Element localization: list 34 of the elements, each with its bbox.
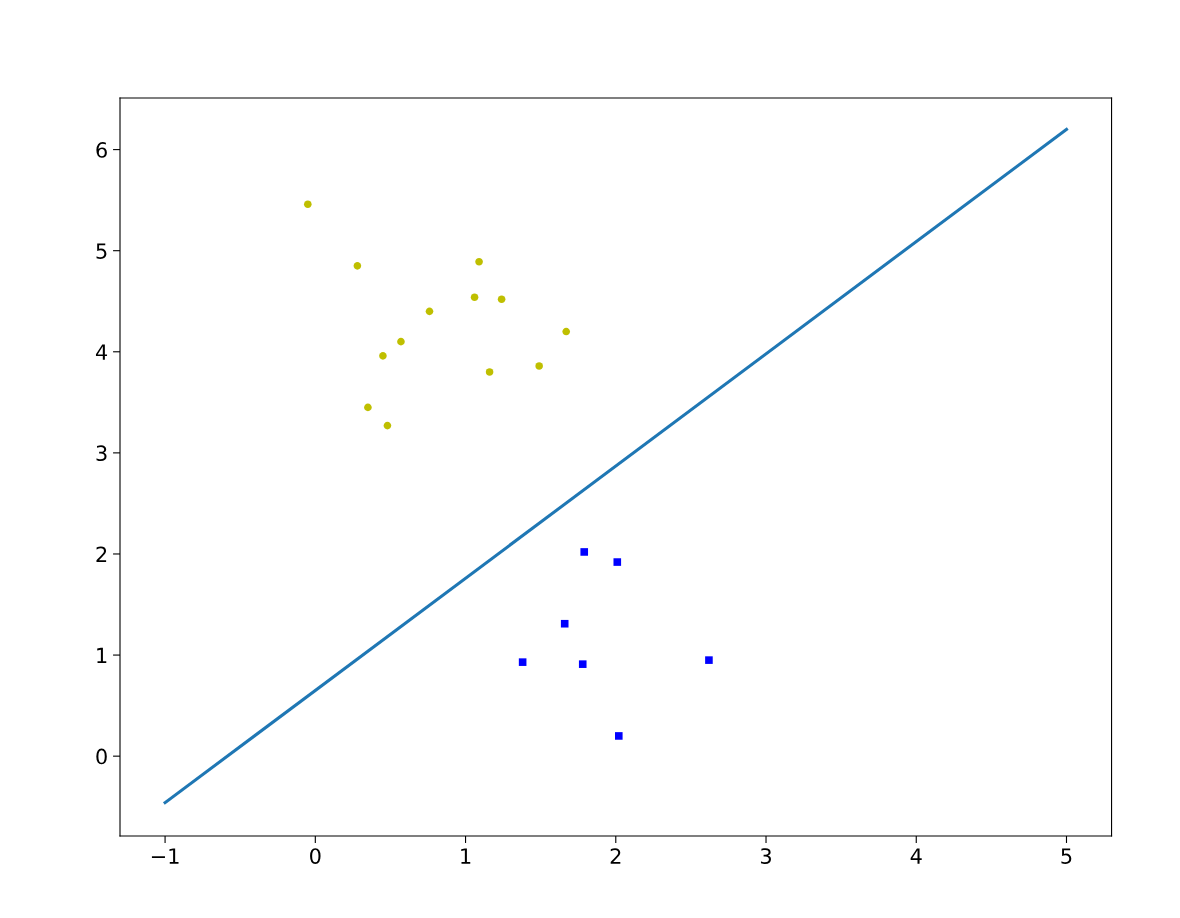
point <box>383 421 392 430</box>
x-tick-label: 2 <box>610 848 621 864</box>
point <box>425 307 434 316</box>
x-tick-label: 4 <box>910 848 922 864</box>
point <box>578 660 587 668</box>
y-tick-label: 4 <box>95 344 108 360</box>
point <box>379 352 387 360</box>
y-tick-label: 6 <box>96 142 107 158</box>
point <box>475 258 483 266</box>
point <box>562 327 571 336</box>
point <box>535 362 543 370</box>
point <box>497 295 506 304</box>
point <box>397 337 405 346</box>
point <box>560 619 569 628</box>
point <box>614 732 623 740</box>
point <box>613 558 622 566</box>
point <box>518 658 527 666</box>
x-tick-label: 1 <box>461 848 471 864</box>
point <box>705 656 713 664</box>
y-tick-label: 2 <box>96 546 107 562</box>
y-tick-label: 0 <box>96 748 107 765</box>
y-tick-label: 5 <box>96 243 107 259</box>
point <box>580 548 589 556</box>
x-tick-label: 3 <box>760 848 771 864</box>
x-tick-label: 5 <box>1061 848 1072 864</box>
point <box>470 293 479 301</box>
y-tick-label: 1 <box>97 647 107 663</box>
point <box>353 262 362 270</box>
x-tick-label: −1 <box>151 848 179 864</box>
point <box>304 200 312 208</box>
x-tick-label: 0 <box>310 848 321 864</box>
y-tick-label: 3 <box>96 445 107 462</box>
point <box>485 368 494 376</box>
point <box>364 403 372 412</box>
